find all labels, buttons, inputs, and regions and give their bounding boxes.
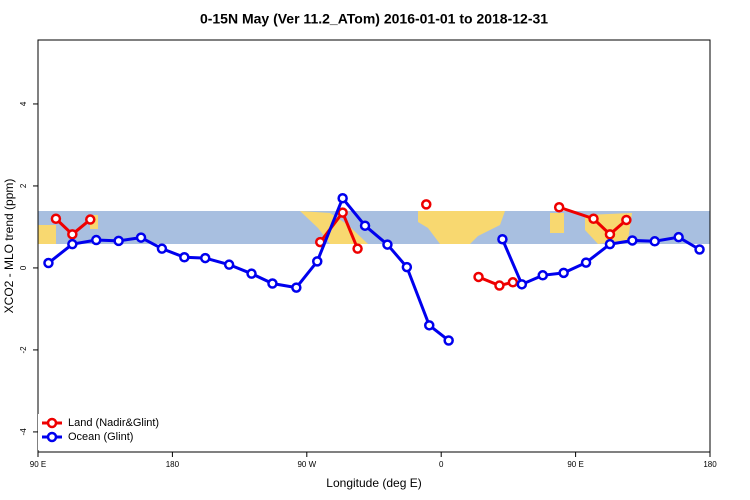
legend-label: Land (Nadir&Glint) xyxy=(68,417,159,429)
legend-box xyxy=(38,414,183,450)
x-tick-label: 90 W xyxy=(297,460,316,469)
point xyxy=(200,252,211,264)
point xyxy=(67,229,78,240)
point xyxy=(516,279,528,290)
y-tick-label: 2 xyxy=(19,183,28,188)
point xyxy=(580,257,592,268)
x-tick-label: 180 xyxy=(703,460,717,469)
point xyxy=(43,257,54,269)
chart-title: 0-15N May (Ver 11.2_ATom) 2016-01-01 to … xyxy=(200,11,548,27)
plot-frame xyxy=(37,39,711,453)
y-tick-label: 0 xyxy=(19,265,28,270)
y-axis-label: XCO2 - MLO trend (ppm) xyxy=(2,179,16,314)
point xyxy=(223,259,235,270)
point xyxy=(267,278,278,289)
y-tick-label: -4 xyxy=(19,428,28,436)
point xyxy=(337,192,348,204)
point xyxy=(359,220,371,231)
point xyxy=(312,256,323,267)
x-tick-label: 90 E xyxy=(567,460,583,469)
point xyxy=(553,202,565,213)
point xyxy=(85,214,96,225)
legend-label: Ocean (Glint) xyxy=(68,431,133,443)
point xyxy=(621,214,632,226)
point xyxy=(382,239,393,250)
point xyxy=(246,268,257,279)
point xyxy=(179,252,190,263)
y-tick-label: -2 xyxy=(19,346,28,354)
point xyxy=(67,238,78,250)
point xyxy=(135,232,147,243)
point xyxy=(604,238,616,250)
point xyxy=(494,280,505,291)
point xyxy=(588,213,599,224)
x-tick-label: 0 xyxy=(439,460,444,469)
point xyxy=(337,207,348,218)
point xyxy=(558,267,569,279)
point xyxy=(352,243,363,254)
point xyxy=(424,320,435,331)
legend: Land (Nadir&Glint) Ocean (Glint) xyxy=(38,414,183,450)
point xyxy=(421,199,432,210)
point xyxy=(507,277,519,288)
point xyxy=(497,233,508,245)
point xyxy=(673,231,684,243)
point xyxy=(50,213,62,224)
point xyxy=(537,270,548,281)
point xyxy=(443,335,454,346)
y-tick-label: 4 xyxy=(19,101,28,106)
x-tick-label: 180 xyxy=(166,460,180,469)
point xyxy=(649,236,660,247)
point xyxy=(473,271,484,283)
point xyxy=(90,234,102,246)
point xyxy=(291,282,302,293)
legend-marker xyxy=(46,431,58,443)
point xyxy=(604,229,616,240)
point xyxy=(694,244,705,255)
point xyxy=(627,235,638,246)
legend-marker xyxy=(46,417,58,429)
point xyxy=(113,235,124,247)
x-axis-label: Longitude (deg E) xyxy=(326,476,421,490)
point xyxy=(156,243,168,254)
point xyxy=(401,261,413,273)
x-tick-label: 90 E xyxy=(30,460,46,469)
